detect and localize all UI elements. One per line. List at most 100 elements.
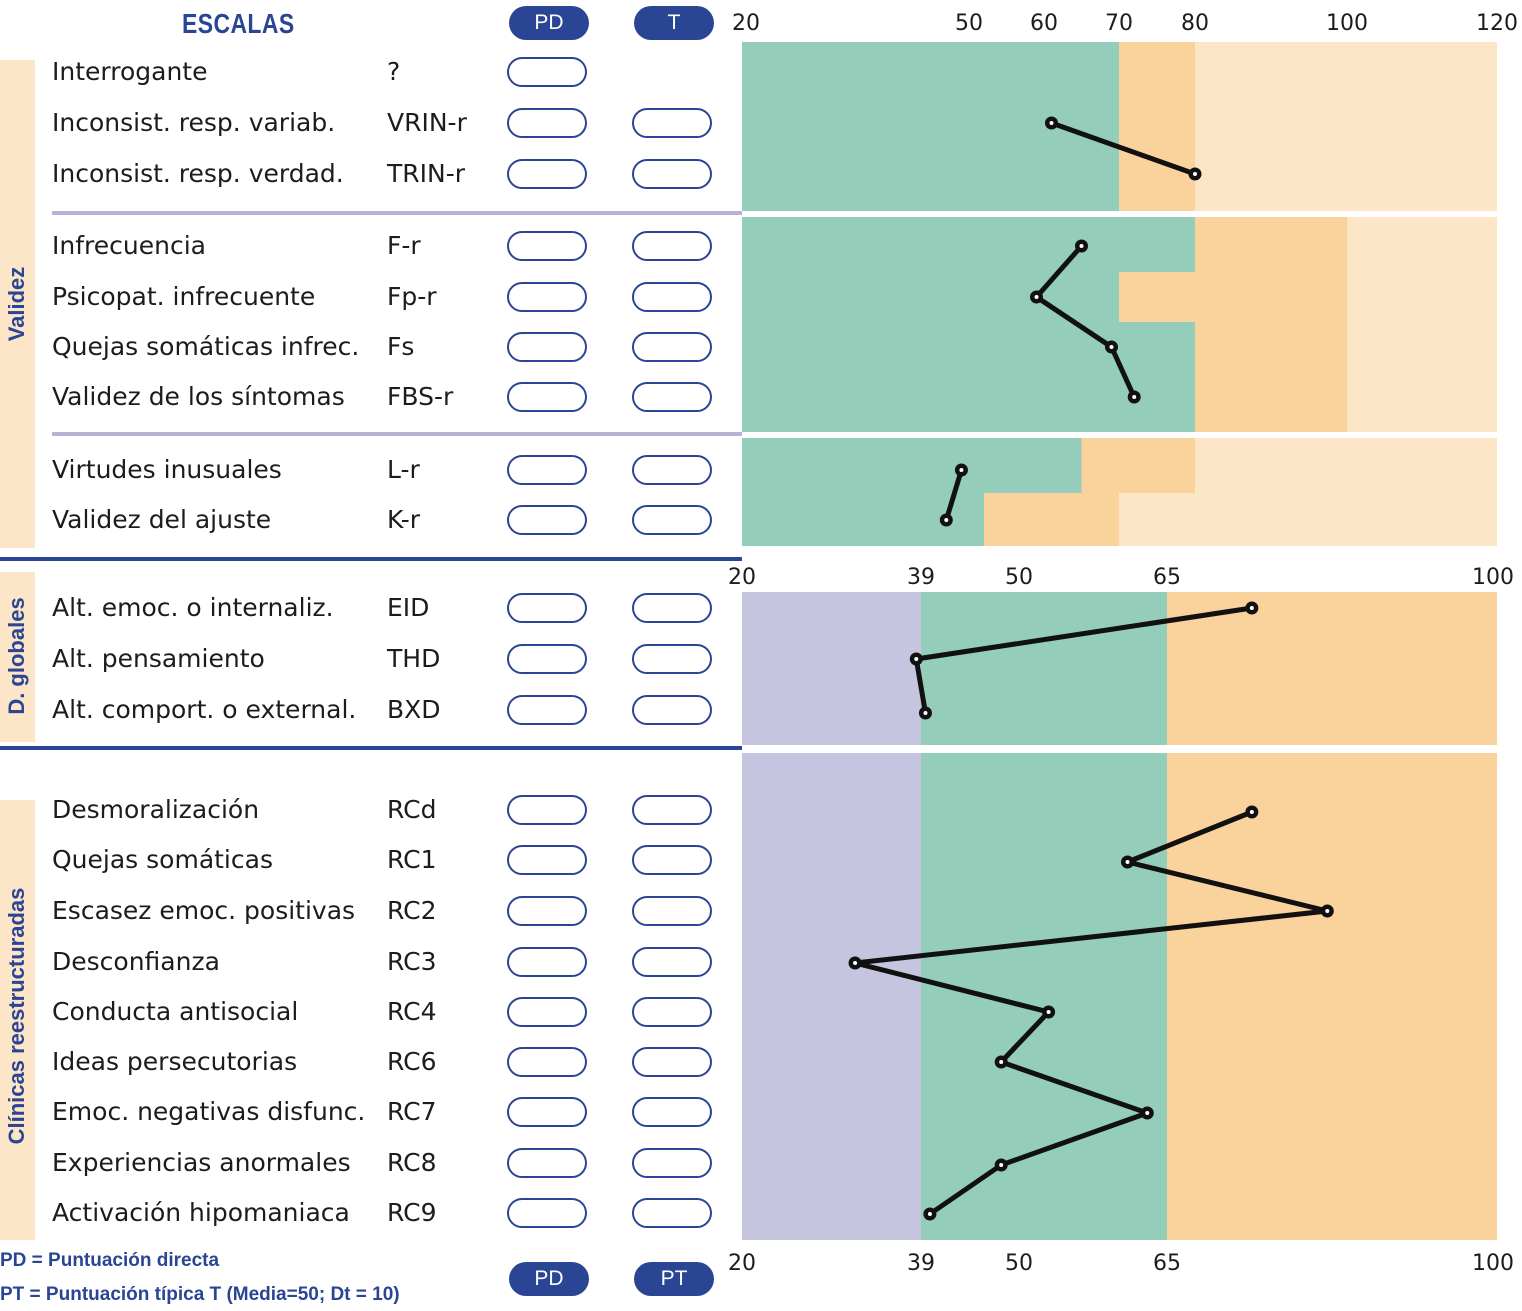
scale-name: Virtudes inusuales bbox=[52, 455, 282, 484]
pd-score-field[interactable] bbox=[507, 282, 587, 312]
zone-normal bbox=[742, 217, 1195, 272]
pd-score-field[interactable] bbox=[507, 593, 587, 623]
pd-score-field[interactable] bbox=[507, 795, 587, 825]
scale-name: Alt. comport. o external. bbox=[52, 695, 357, 724]
scale-code: F-r bbox=[387, 231, 421, 260]
pd-score-field[interactable] bbox=[507, 1148, 587, 1178]
zone-moderate bbox=[1119, 272, 1347, 322]
profile-point-center bbox=[999, 1060, 1004, 1064]
zone-moderate bbox=[1119, 42, 1195, 211]
t-score-field[interactable] bbox=[632, 108, 712, 138]
pd-score-field[interactable] bbox=[507, 896, 587, 926]
zone-low bbox=[742, 753, 921, 1240]
t-score-field[interactable] bbox=[632, 1097, 712, 1127]
scale-name: Conducta antisocial bbox=[52, 997, 299, 1026]
axis-tick-label: 100 bbox=[1472, 565, 1514, 590]
pd-score-field[interactable] bbox=[507, 1198, 587, 1228]
scale-name: Escasez emoc. positivas bbox=[52, 896, 356, 925]
zone-normal bbox=[742, 322, 1195, 432]
pd-score-field[interactable] bbox=[507, 455, 587, 485]
axis-tick-label: 20 bbox=[728, 1251, 756, 1276]
t-score-field[interactable] bbox=[632, 896, 712, 926]
t-score-field[interactable] bbox=[632, 332, 712, 362]
pd-score-field[interactable] bbox=[507, 231, 587, 261]
zone-elevated bbox=[1119, 493, 1497, 546]
pd-score-field[interactable] bbox=[507, 997, 587, 1027]
scale-name: Experiencias anormales bbox=[52, 1148, 351, 1177]
scale-name: Inconsist. resp. verdad. bbox=[52, 159, 344, 188]
t-score-field[interactable] bbox=[632, 282, 712, 312]
t-score-field[interactable] bbox=[632, 997, 712, 1027]
pd-column-badge: PD bbox=[509, 6, 589, 40]
t-score-field[interactable] bbox=[632, 795, 712, 825]
pd-score-field[interactable] bbox=[507, 332, 587, 362]
t-score-field[interactable] bbox=[632, 1148, 712, 1178]
scale-code: RC7 bbox=[387, 1097, 437, 1126]
zone-moderate bbox=[984, 493, 1119, 546]
scale-code: RC1 bbox=[387, 845, 437, 874]
profile-point-center bbox=[1249, 606, 1254, 610]
t-score-field[interactable] bbox=[632, 455, 712, 485]
scale-code: FBS-r bbox=[387, 382, 454, 411]
zone-elevated bbox=[1167, 753, 1497, 1240]
profile-line bbox=[1050, 120, 1196, 177]
scale-code: TRIN-r bbox=[387, 159, 466, 188]
pd-column-badge-bottom: PD bbox=[509, 1262, 589, 1296]
axis-tick-label: 80 bbox=[1181, 11, 1209, 36]
axis-tick-label: 70 bbox=[1105, 11, 1133, 36]
profile-point-center bbox=[853, 961, 858, 965]
zone-normal bbox=[742, 272, 1119, 322]
pd-score-field[interactable] bbox=[507, 1097, 587, 1127]
pd-score-field[interactable] bbox=[507, 845, 587, 875]
scale-name: Desconfianza bbox=[52, 947, 220, 976]
pd-score-field[interactable] bbox=[507, 505, 587, 535]
page-title: ESCALAS bbox=[182, 8, 295, 39]
zone-normal bbox=[921, 592, 1167, 745]
t-score-field[interactable] bbox=[632, 1047, 712, 1077]
scale-code: BXD bbox=[387, 695, 441, 724]
scale-code: RC4 bbox=[387, 997, 437, 1026]
zone-moderate bbox=[1195, 322, 1347, 432]
axis-tick-label: 100 bbox=[1326, 11, 1368, 36]
zone-moderate bbox=[1081, 438, 1195, 493]
pd-score-field[interactable] bbox=[507, 644, 587, 674]
separator bbox=[0, 746, 742, 750]
t-score-field[interactable] bbox=[632, 845, 712, 875]
t-score-field[interactable] bbox=[632, 695, 712, 725]
pt-column-badge-bottom: PT bbox=[634, 1262, 714, 1296]
pd-score-field[interactable] bbox=[507, 1047, 587, 1077]
zone-normal bbox=[921, 753, 1167, 1240]
t-score-field[interactable] bbox=[632, 382, 712, 412]
t-score-field[interactable] bbox=[632, 159, 712, 189]
profile-line bbox=[943, 469, 964, 521]
profile-point-center bbox=[914, 657, 919, 661]
pd-score-field[interactable] bbox=[507, 947, 587, 977]
scale-code: L-r bbox=[387, 455, 420, 484]
scale-code: K-r bbox=[387, 505, 421, 534]
scale-code: VRIN-r bbox=[387, 108, 467, 137]
zone-elevated bbox=[1195, 42, 1497, 211]
t-score-field[interactable] bbox=[632, 1198, 712, 1228]
axis-tick-label: 65 bbox=[1153, 565, 1181, 590]
axis-tick-label: 50 bbox=[1005, 1251, 1033, 1276]
t-score-field[interactable] bbox=[632, 231, 712, 261]
pd-score-field[interactable] bbox=[507, 695, 587, 725]
t-score-field[interactable] bbox=[632, 593, 712, 623]
profile-point-center bbox=[1046, 1010, 1051, 1014]
profile-point-center bbox=[1132, 395, 1137, 399]
t-score-field[interactable] bbox=[632, 505, 712, 535]
pd-score-field[interactable] bbox=[507, 159, 587, 189]
profile-point-center bbox=[1249, 810, 1254, 814]
scale-code: RC6 bbox=[387, 1047, 437, 1076]
profile-point-center bbox=[1034, 295, 1039, 299]
scale-name: Alt. emoc. o internaliz. bbox=[52, 593, 334, 622]
t-score-field[interactable] bbox=[632, 947, 712, 977]
pd-score-field[interactable] bbox=[507, 108, 587, 138]
scale-code: RC3 bbox=[387, 947, 437, 976]
pd-score-field[interactable] bbox=[507, 382, 587, 412]
pd-score-field[interactable] bbox=[507, 57, 587, 87]
t-score-field[interactable] bbox=[632, 644, 712, 674]
axis-tick-label: 39 bbox=[907, 565, 935, 590]
axis-tick-label: 50 bbox=[1005, 565, 1033, 590]
